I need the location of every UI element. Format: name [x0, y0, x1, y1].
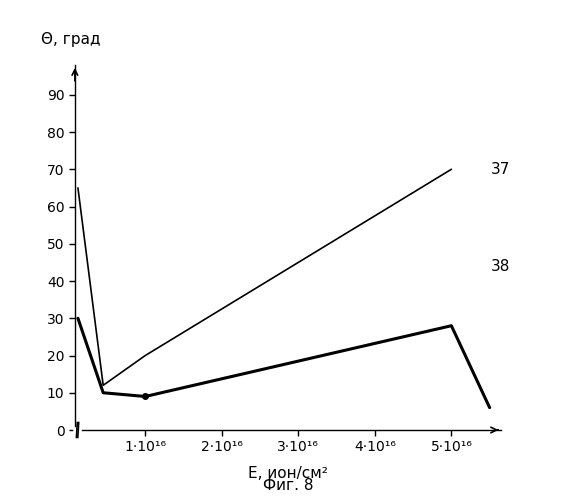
Text: Θ, град: Θ, град — [41, 32, 100, 47]
Text: 38: 38 — [491, 258, 510, 274]
X-axis label: E, ион/см²: E, ион/см² — [248, 466, 328, 480]
Text: 37: 37 — [491, 162, 510, 177]
Text: Фиг. 8: Фиг. 8 — [263, 478, 313, 493]
